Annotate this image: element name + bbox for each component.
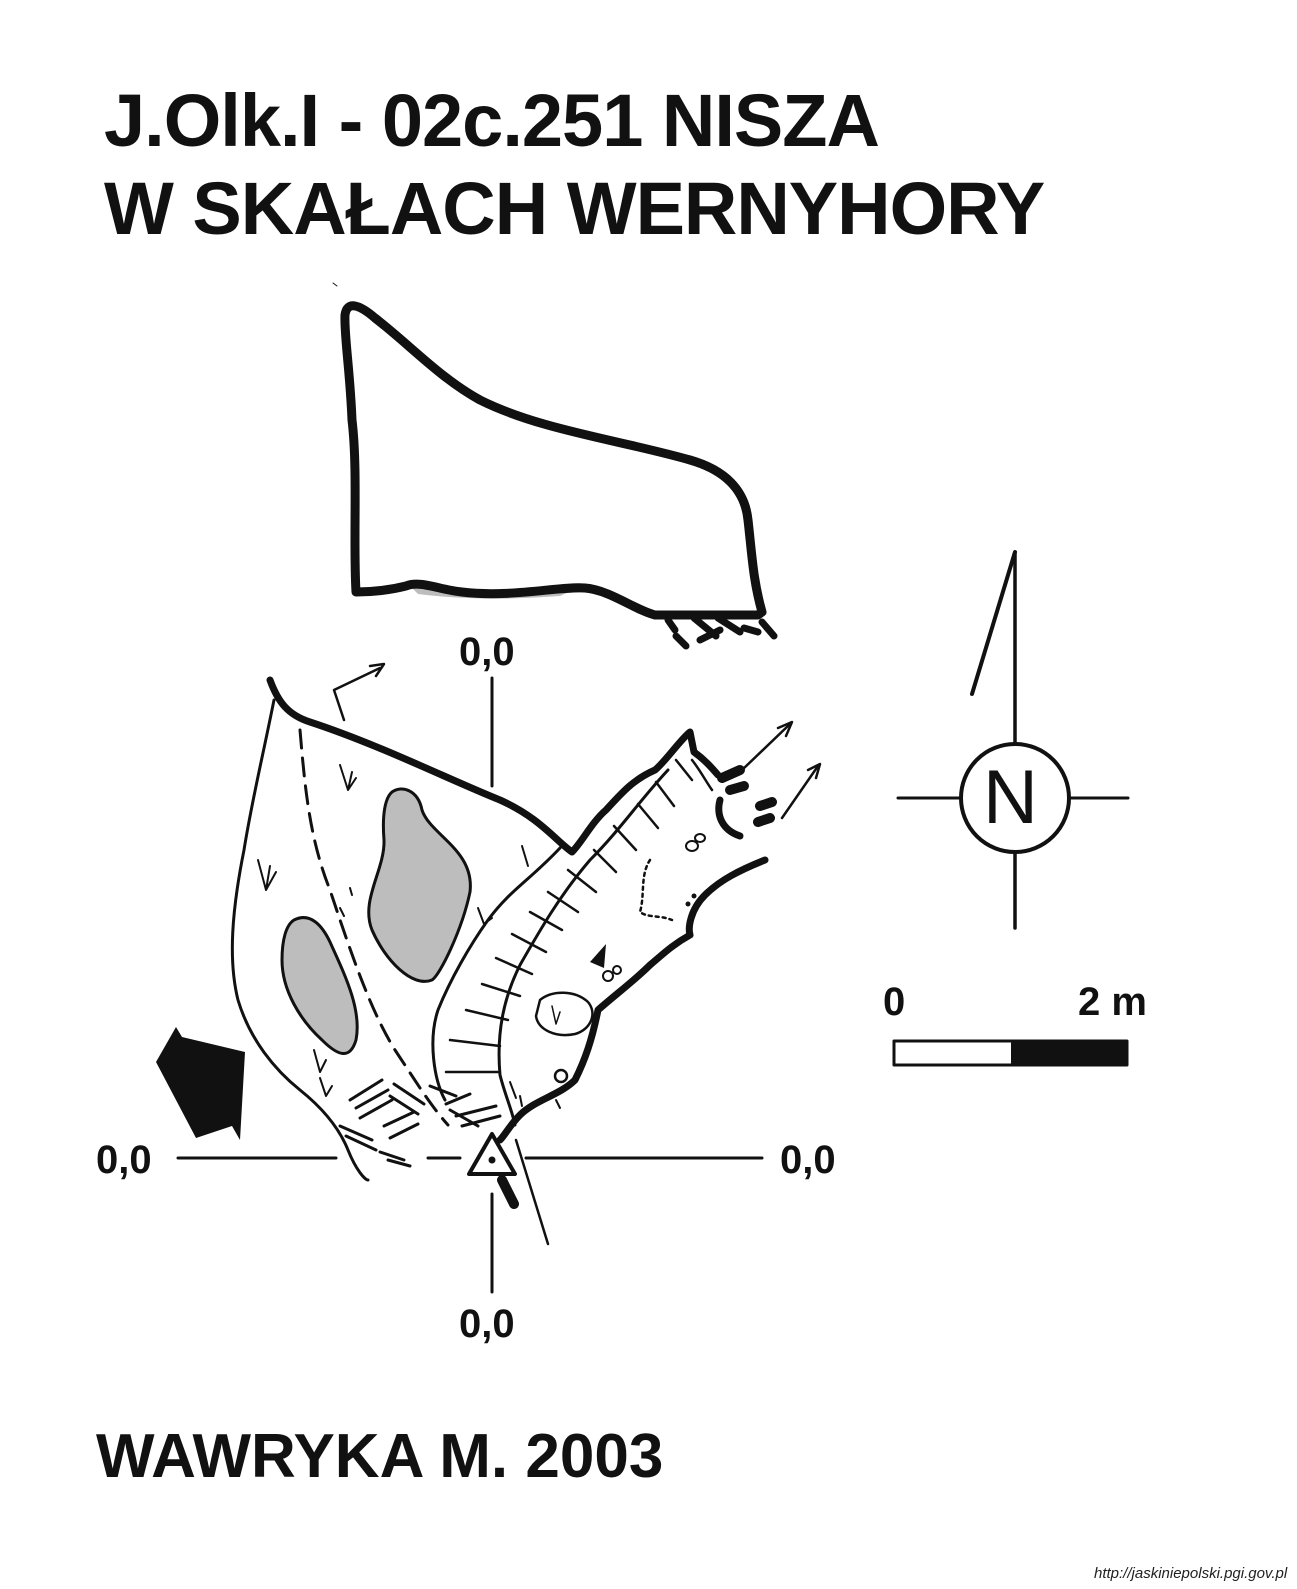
cross-section-rock-hatch bbox=[664, 614, 778, 650]
drip-line bbox=[266, 676, 722, 856]
cave-cross-section bbox=[332, 282, 778, 650]
right-wall bbox=[496, 856, 769, 1144]
section-label-left: 0,0 bbox=[96, 1138, 152, 1182]
entrance-direction-arrow-icon bbox=[156, 1027, 245, 1140]
author-credit: WAWRYKA M. 2003 bbox=[96, 1422, 664, 1491]
floor-patch-lower bbox=[280, 916, 359, 1055]
north-arrow-icon bbox=[896, 550, 1130, 930]
north-label: N bbox=[983, 755, 1038, 840]
passage-arrows bbox=[332, 662, 822, 820]
floor-patch-upper bbox=[367, 787, 472, 983]
debris-symbols bbox=[257, 764, 529, 1097]
scale-end-label: 2 m bbox=[1078, 980, 1147, 1024]
title-line-1: J.Olk.I - 02c.251 NISZA bbox=[104, 79, 880, 162]
rubble-hatch bbox=[338, 1078, 502, 1168]
section-label-bottom: 0,0 bbox=[459, 1302, 515, 1346]
section-lines bbox=[176, 676, 764, 1294]
ledge-hatch bbox=[444, 758, 694, 1074]
entrance-triangle bbox=[467, 1132, 517, 1176]
cave-plan-view bbox=[230, 662, 822, 1246]
scale-start-label: 0 bbox=[883, 980, 906, 1024]
title-line-2: W SKAŁACH WERNYHORY bbox=[104, 167, 1045, 250]
section-label-top: 0,0 bbox=[459, 630, 515, 674]
scale-bar bbox=[892, 1039, 1129, 1067]
section-label-right: 0,0 bbox=[780, 1138, 836, 1182]
source-url: http://jaskiniepolski.pgi.gov.pl bbox=[1094, 1565, 1288, 1582]
dashed-boundary bbox=[298, 728, 450, 1127]
entrance-marks bbox=[497, 765, 777, 1209]
